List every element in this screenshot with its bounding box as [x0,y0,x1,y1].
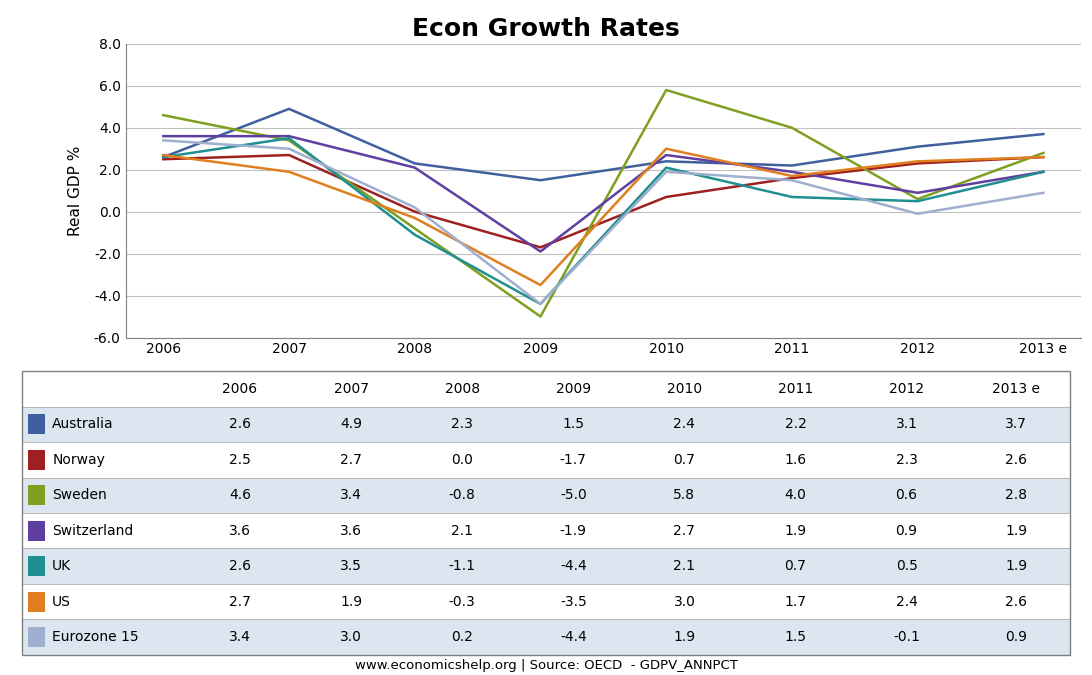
Text: www.economicshelp.org | Source: OECD  - GDPV_ANNPCT: www.economicshelp.org | Source: OECD - G… [355,659,737,672]
Text: 0.6: 0.6 [895,488,917,502]
Text: 4.0: 4.0 [784,488,806,502]
Text: Sweden: Sweden [52,488,107,502]
Text: 2.4: 2.4 [895,595,917,609]
Text: 2.3: 2.3 [895,453,917,467]
Y-axis label: Real GDP %: Real GDP % [68,146,83,236]
Text: 2.7: 2.7 [340,453,361,467]
Bar [28,521,45,541]
Bar [22,478,1070,513]
Text: 0.7: 0.7 [674,453,696,467]
Text: 2013 e: 2013 e [993,382,1041,396]
Bar [22,620,1070,655]
Text: 2011: 2011 [778,382,814,396]
Text: -1.1: -1.1 [449,559,476,573]
Text: UK: UK [52,559,71,573]
Bar [28,556,45,576]
Bar [28,485,45,505]
Text: 5.8: 5.8 [674,488,696,502]
Text: -4.4: -4.4 [560,559,586,573]
Text: -0.3: -0.3 [449,595,475,609]
Bar [28,627,45,647]
Text: 3.0: 3.0 [674,595,696,609]
Text: 1.6: 1.6 [784,453,807,467]
Text: 3.6: 3.6 [340,524,363,538]
Text: 2.3: 2.3 [451,417,473,431]
Text: 2.8: 2.8 [1005,488,1028,502]
Text: 2.2: 2.2 [784,417,806,431]
Text: 2012: 2012 [889,382,924,396]
Text: 0.7: 0.7 [784,559,806,573]
Text: -1.9: -1.9 [560,524,586,538]
Bar [22,548,1070,584]
Text: 0.9: 0.9 [895,524,917,538]
Text: 3.4: 3.4 [229,630,251,644]
Text: 1.5: 1.5 [784,630,807,644]
Text: 4.9: 4.9 [340,417,363,431]
Text: -5.0: -5.0 [560,488,586,502]
Text: 2.4: 2.4 [674,417,696,431]
Text: 3.6: 3.6 [229,524,251,538]
Bar [22,371,1070,406]
Text: 1.9: 1.9 [674,630,696,644]
Text: 1.9: 1.9 [340,595,363,609]
Text: -3.5: -3.5 [560,595,586,609]
Bar [22,584,1070,620]
Text: Norway: Norway [52,453,105,467]
Text: 0.2: 0.2 [451,630,473,644]
Text: 1.9: 1.9 [1005,524,1028,538]
Text: 2010: 2010 [667,382,702,396]
Bar [28,450,45,470]
Bar [22,406,1070,442]
Text: 0.5: 0.5 [895,559,917,573]
Text: Eurozone 15: Eurozone 15 [52,630,139,644]
Text: 2.6: 2.6 [229,417,251,431]
Text: Econ Growth Rates: Econ Growth Rates [412,17,680,41]
Text: 1.9: 1.9 [1005,559,1028,573]
Text: 2.6: 2.6 [229,559,251,573]
Text: -0.8: -0.8 [449,488,476,502]
Text: 2.1: 2.1 [674,559,696,573]
Text: 3.5: 3.5 [340,559,361,573]
Text: 2.7: 2.7 [674,524,696,538]
Text: 0.9: 0.9 [1005,630,1028,644]
Text: 2009: 2009 [556,382,591,396]
Text: 4.6: 4.6 [229,488,251,502]
Text: 2.6: 2.6 [1005,453,1028,467]
Bar [22,442,1070,478]
Text: 1.7: 1.7 [784,595,807,609]
Text: 0.0: 0.0 [451,453,473,467]
Text: 2.5: 2.5 [229,453,251,467]
Bar [28,592,45,612]
Text: 2.6: 2.6 [1005,595,1028,609]
Text: Australia: Australia [52,417,114,431]
Text: 1.5: 1.5 [562,417,584,431]
Text: US: US [52,595,71,609]
Text: -1.7: -1.7 [560,453,586,467]
Text: 3.0: 3.0 [340,630,361,644]
Bar [22,513,1070,548]
Text: 2006: 2006 [223,382,258,396]
Text: -0.1: -0.1 [893,630,921,644]
Text: 2008: 2008 [444,382,479,396]
Text: 3.1: 3.1 [895,417,917,431]
Bar [28,414,45,434]
Text: -4.4: -4.4 [560,630,586,644]
Text: Switzerland: Switzerland [52,524,133,538]
Text: 1.9: 1.9 [784,524,807,538]
Text: 2007: 2007 [333,382,368,396]
Text: 2.1: 2.1 [451,524,473,538]
Text: 3.7: 3.7 [1006,417,1028,431]
Text: 2.7: 2.7 [229,595,251,609]
Text: 3.4: 3.4 [340,488,361,502]
